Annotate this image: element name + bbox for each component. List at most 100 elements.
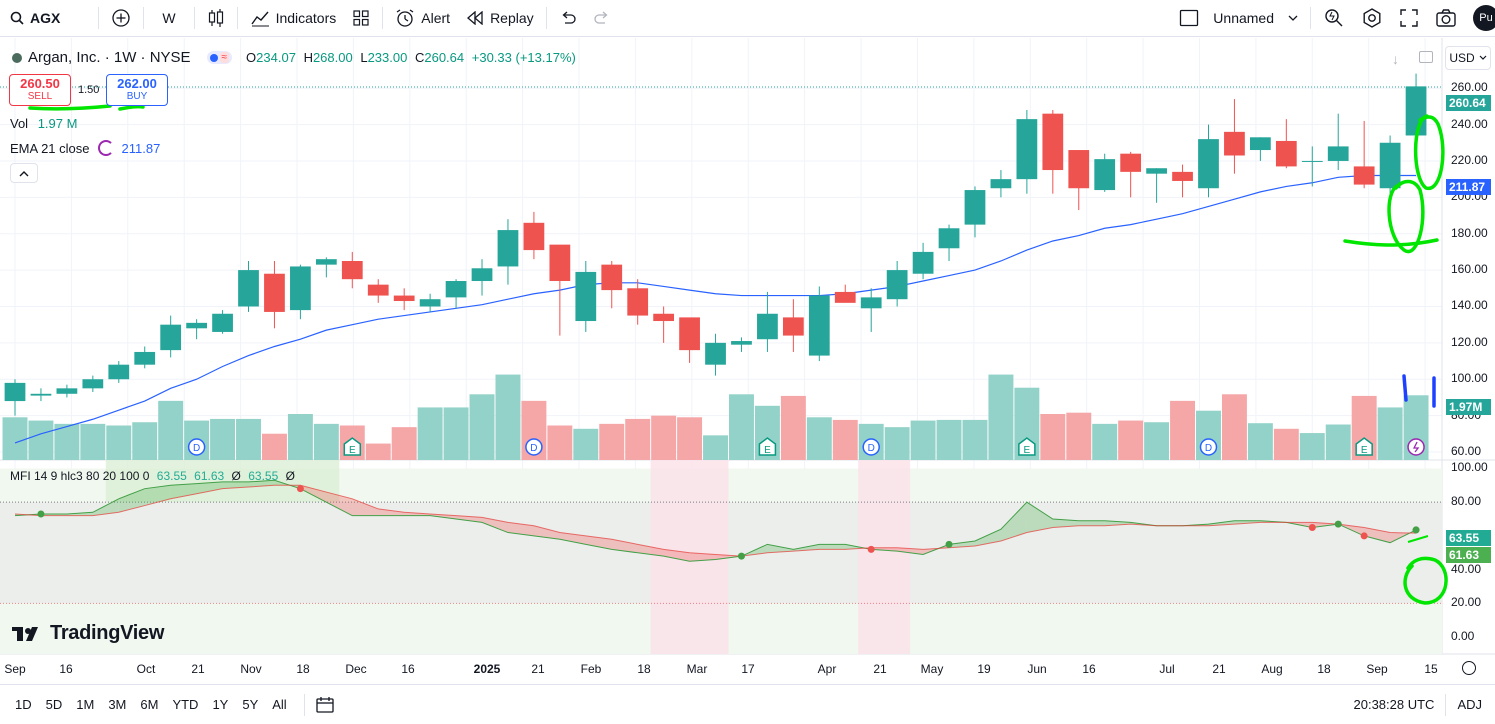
- oversold-zone: [650, 460, 729, 654]
- ohlc-values: O234.07 H268.00 L233.00 C260.64 +30.33 (…: [246, 50, 576, 65]
- mfi-empty-value-2: Ø: [285, 469, 295, 483]
- collapse-legend-button[interactable]: [10, 163, 38, 183]
- clock-time[interactable]: 20:38:28 UTC: [1353, 697, 1435, 712]
- candle-body: [1016, 119, 1038, 180]
- layout-square-icon: [1179, 9, 1199, 27]
- snapshot-button[interactable]: [1427, 0, 1465, 36]
- candle-body: [834, 291, 856, 303]
- volume-bar: [651, 415, 677, 460]
- mfi-fill: [196, 481, 223, 494]
- volume-legend[interactable]: Vol 1.97 M: [10, 116, 77, 131]
- volume-bar: [158, 400, 184, 460]
- adj-button[interactable]: ADJ: [1457, 697, 1482, 712]
- range-button-5d[interactable]: 5D: [45, 697, 63, 712]
- market-status-badge[interactable]: ≈: [206, 51, 233, 64]
- candles-icon: [207, 8, 225, 28]
- interval-button[interactable]: W: [148, 0, 189, 36]
- buy-label: BUY: [126, 91, 148, 102]
- alert-button[interactable]: Alert: [387, 0, 458, 36]
- range-button-ytd[interactable]: YTD: [172, 697, 199, 712]
- candle-body: [30, 393, 52, 396]
- candle-body: [1275, 140, 1297, 167]
- quick-search-button[interactable]: [1315, 0, 1353, 36]
- candle-body: [549, 244, 571, 282]
- bottom-toolbar: 1D 5D 1M 3M 6M YTD 1Y 5Y All 20:38:28 UTC ADJ: [0, 684, 1495, 724]
- earnings-marker: [758, 437, 777, 456]
- volume-bar: [1221, 394, 1247, 460]
- replay-button[interactable]: Replay: [458, 0, 542, 36]
- open-key: O: [246, 50, 257, 65]
- time-axis-label: 21: [191, 662, 205, 676]
- reset-icon[interactable]: [1419, 51, 1433, 63]
- time-axis-label: 18: [296, 662, 310, 676]
- symbol-title[interactable]: Argan, Inc. · 1W · NYSE: [28, 49, 191, 66]
- volume-bar: [132, 422, 158, 460]
- volume-bar: [80, 423, 106, 460]
- volume-bar: [1092, 423, 1118, 460]
- mfi-cross-dot: [296, 485, 304, 493]
- volume-bar: [1066, 412, 1092, 460]
- range-button-all[interactable]: All: [272, 697, 287, 712]
- candle-body: [808, 295, 830, 356]
- mfi-last-dot: [1412, 526, 1420, 534]
- range-button-5y[interactable]: 5Y: [242, 697, 259, 712]
- candle-body: [341, 261, 363, 280]
- volume-bar: [780, 395, 806, 460]
- symbol-search[interactable]: AGX: [0, 0, 68, 36]
- chart-type-button[interactable]: [199, 0, 233, 36]
- mfi-cross-dot: [1360, 532, 1368, 540]
- range-button-6m[interactable]: 6M: [140, 697, 159, 712]
- dividend-marker-label: D: [1205, 443, 1212, 454]
- candle-body: [471, 268, 493, 282]
- time-axis-label: 21: [1212, 662, 1226, 676]
- time-axis-label: 19: [977, 662, 991, 676]
- buy-button[interactable]: 262.00 BUY: [106, 74, 168, 106]
- ema-price-tag: 211.87: [1446, 179, 1491, 195]
- tradingview-logo[interactable]: TradingView: [12, 622, 164, 645]
- time-axis-label: May: [920, 662, 944, 676]
- volume-bar: [962, 419, 988, 460]
- mfi-legend[interactable]: MFI 14 9 hlc3 80 20 100 0 63.55 61.63 Ø …: [10, 469, 295, 483]
- sell-button[interactable]: 260.50 SELL: [9, 74, 71, 106]
- ema-legend[interactable]: EMA 21 close 211.87: [10, 140, 160, 156]
- price-axis-label: 60.00: [1451, 444, 1482, 458]
- volume-bar: [677, 417, 703, 460]
- divider: [236, 7, 238, 29]
- range-button-1y[interactable]: 1Y: [212, 697, 229, 712]
- candle-body: [886, 270, 908, 300]
- earnings-marker: [1355, 437, 1373, 456]
- avatar[interactable]: Pu: [1473, 5, 1495, 31]
- mfi-fill: [1078, 520, 1105, 526]
- candle-body: [1405, 86, 1427, 136]
- settings-button[interactable]: [1353, 0, 1391, 36]
- settings-time-axis-icon[interactable]: [1462, 661, 1476, 675]
- mfi-axis-label: 80.00: [1451, 494, 1482, 509]
- time-axis-label: Sep: [1366, 662, 1388, 676]
- range-button-3m[interactable]: 3M: [108, 697, 127, 712]
- undo-button[interactable]: [551, 0, 585, 36]
- templates-button[interactable]: [344, 0, 378, 36]
- ema-line: [14, 174, 1417, 444]
- currency-button[interactable]: USD: [1445, 46, 1491, 70]
- mfi-fill: [118, 488, 145, 513]
- range-button-1d[interactable]: 1D: [15, 697, 32, 712]
- layout-button[interactable]: Unnamed: [1171, 0, 1306, 36]
- divider: [303, 693, 305, 716]
- redo-button[interactable]: [585, 0, 619, 36]
- mfi-fill: [352, 498, 379, 516]
- compare-button[interactable]: [103, 0, 139, 36]
- indicators-button[interactable]: Indicators: [242, 0, 345, 36]
- candle-body: [134, 351, 156, 365]
- scroll-down-icon[interactable]: ↓: [1392, 51, 1399, 67]
- fullscreen-button[interactable]: [1391, 0, 1427, 36]
- annotation-underline: [28, 104, 112, 111]
- date-range-button[interactable]: [315, 696, 335, 714]
- mfi-fill: [300, 485, 327, 503]
- divider: [545, 7, 547, 29]
- range-button-1m[interactable]: 1M: [76, 697, 95, 712]
- spread-value: 1.50: [78, 84, 100, 96]
- candle-body: [238, 270, 259, 307]
- candle-body: [731, 341, 752, 345]
- time-axis-label: Aug: [1261, 662, 1283, 676]
